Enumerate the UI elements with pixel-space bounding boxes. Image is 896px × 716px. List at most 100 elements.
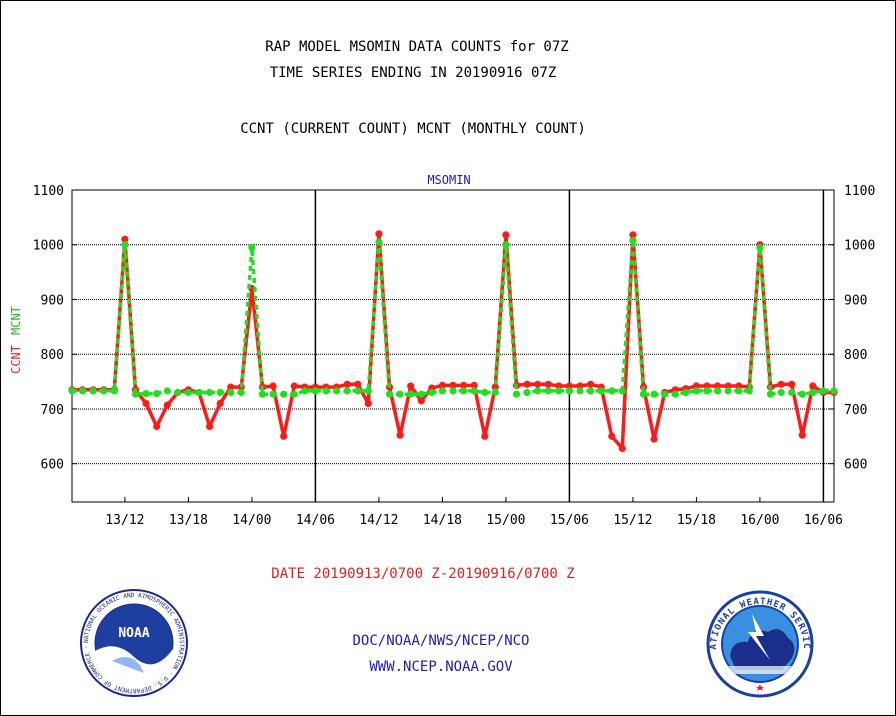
data-point-mcnt xyxy=(639,390,648,398)
website-link[interactable]: WWW.NCEP.NOAA.GOV xyxy=(369,659,513,675)
data-point-ccnt xyxy=(523,380,531,388)
data-point-ccnt xyxy=(153,422,161,431)
data-point-mcnt xyxy=(407,390,415,398)
data-point-ccnt xyxy=(650,435,658,443)
org-path-link[interactable]: DOC/NOAA/NWS/NCEP/NCO xyxy=(352,633,529,649)
data-point-mcnt xyxy=(565,387,574,395)
data-point-ccnt xyxy=(502,231,510,239)
x-tick-label: 15/00 xyxy=(486,513,525,528)
y-tick-label-right: 600 xyxy=(844,458,867,473)
data-point-mcnt xyxy=(766,390,775,398)
x-tick-label: 13/18 xyxy=(169,513,208,528)
data-point-mcnt xyxy=(618,387,626,395)
data-point-mcnt xyxy=(819,387,828,395)
data-point-ccnt xyxy=(449,381,457,389)
y-tick-label-right: 800 xyxy=(844,348,867,363)
data-point-ccnt xyxy=(269,382,277,390)
data-point-mcnt xyxy=(322,387,330,395)
chart-title-line1: RAP MODEL MSOMIN DATA COUNTS for 07Z xyxy=(265,39,568,55)
chart-title-line2: TIME SERIES ENDING IN 20190916 07Z xyxy=(270,65,557,81)
data-point-ccnt xyxy=(121,235,129,243)
data-point-mcnt xyxy=(788,388,796,397)
data-point-ccnt xyxy=(290,382,298,390)
data-point-mcnt xyxy=(629,236,637,244)
data-point-ccnt xyxy=(438,381,446,389)
data-point-mcnt xyxy=(131,390,140,398)
y-axis-label: CCNT MCNT xyxy=(9,306,23,374)
data-point-ccnt xyxy=(587,380,595,388)
data-point-mcnt xyxy=(502,241,510,249)
data-point-mcnt xyxy=(248,243,256,252)
data-point-ccnt xyxy=(364,399,372,408)
data-point-mcnt xyxy=(491,388,499,397)
data-point-mcnt xyxy=(121,241,129,249)
x-tick-label: 16/06 xyxy=(804,513,843,528)
x-tick-label: 14/00 xyxy=(232,513,271,528)
data-point-mcnt xyxy=(301,387,309,395)
data-point-mcnt xyxy=(258,390,267,398)
data-point-mcnt xyxy=(692,387,701,395)
x-tick-label: 14/06 xyxy=(296,513,335,528)
data-point-ccnt xyxy=(470,381,478,389)
y-tick-label-right: 1100 xyxy=(844,184,875,199)
data-point-ccnt xyxy=(354,380,362,388)
data-point-mcnt xyxy=(597,387,605,395)
y-tick-label-left: 1100 xyxy=(33,184,64,199)
data-point-ccnt xyxy=(375,230,383,238)
data-point-mcnt xyxy=(417,390,425,398)
data-point-mcnt xyxy=(576,387,584,395)
data-point-mcnt xyxy=(735,387,743,395)
y-tick-label-left: 700 xyxy=(41,403,64,418)
data-point-mcnt xyxy=(777,388,785,397)
data-point-mcnt xyxy=(830,387,838,395)
data-point-mcnt xyxy=(184,388,192,397)
data-point-mcnt xyxy=(428,388,436,397)
y-axis-label-ccnt: CCNT xyxy=(9,345,23,374)
data-point-ccnt xyxy=(343,380,351,388)
data-point-ccnt xyxy=(618,444,626,452)
data-point-mcnt xyxy=(227,388,235,397)
data-point-ccnt xyxy=(396,431,404,439)
data-point-ccnt xyxy=(809,382,817,390)
data-point-mcnt xyxy=(650,390,658,398)
data-point-mcnt xyxy=(343,387,351,395)
data-point-mcnt xyxy=(174,388,182,397)
x-tick-label: 13/12 xyxy=(105,513,144,528)
data-point-mcnt xyxy=(809,388,817,397)
data-point-ccnt xyxy=(163,401,171,409)
data-point-mcnt xyxy=(703,387,711,395)
data-point-mcnt xyxy=(290,390,298,398)
data-point-mcnt xyxy=(110,387,118,395)
data-point-ccnt xyxy=(544,380,552,388)
x-tick-label: 15/12 xyxy=(613,513,652,528)
data-point-mcnt xyxy=(333,387,341,395)
data-point-mcnt xyxy=(89,387,97,395)
data-point-mcnt xyxy=(682,388,690,397)
data-point-mcnt xyxy=(587,387,595,395)
data-point-ccnt xyxy=(417,397,425,405)
y-tick-label-right: 1000 xyxy=(844,239,875,254)
data-point-mcnt xyxy=(671,390,679,398)
data-point-ccnt xyxy=(798,431,806,439)
panel-label: MSOMIN xyxy=(427,173,470,187)
data-point-mcnt xyxy=(470,387,478,395)
data-point-mcnt xyxy=(523,388,531,397)
data-point-ccnt xyxy=(788,380,796,388)
data-point-mcnt xyxy=(354,387,362,395)
data-point-mcnt xyxy=(745,387,753,395)
data-point-mcnt xyxy=(512,390,521,398)
data-point-mcnt xyxy=(206,388,214,397)
y-tick-label-left: 600 xyxy=(41,458,64,473)
data-point-mcnt xyxy=(216,388,224,397)
x-tick-label: 14/18 xyxy=(423,513,462,528)
x-tick-label: 15/18 xyxy=(677,513,716,528)
data-point-mcnt xyxy=(555,387,563,395)
series-line-ccnt xyxy=(72,232,834,451)
data-point-ccnt xyxy=(481,432,489,440)
data-point-ccnt xyxy=(629,231,637,239)
data-point-ccnt xyxy=(534,380,542,388)
data-point-mcnt xyxy=(68,387,76,395)
data-point-mcnt xyxy=(237,388,245,397)
data-point-mcnt xyxy=(396,390,404,398)
